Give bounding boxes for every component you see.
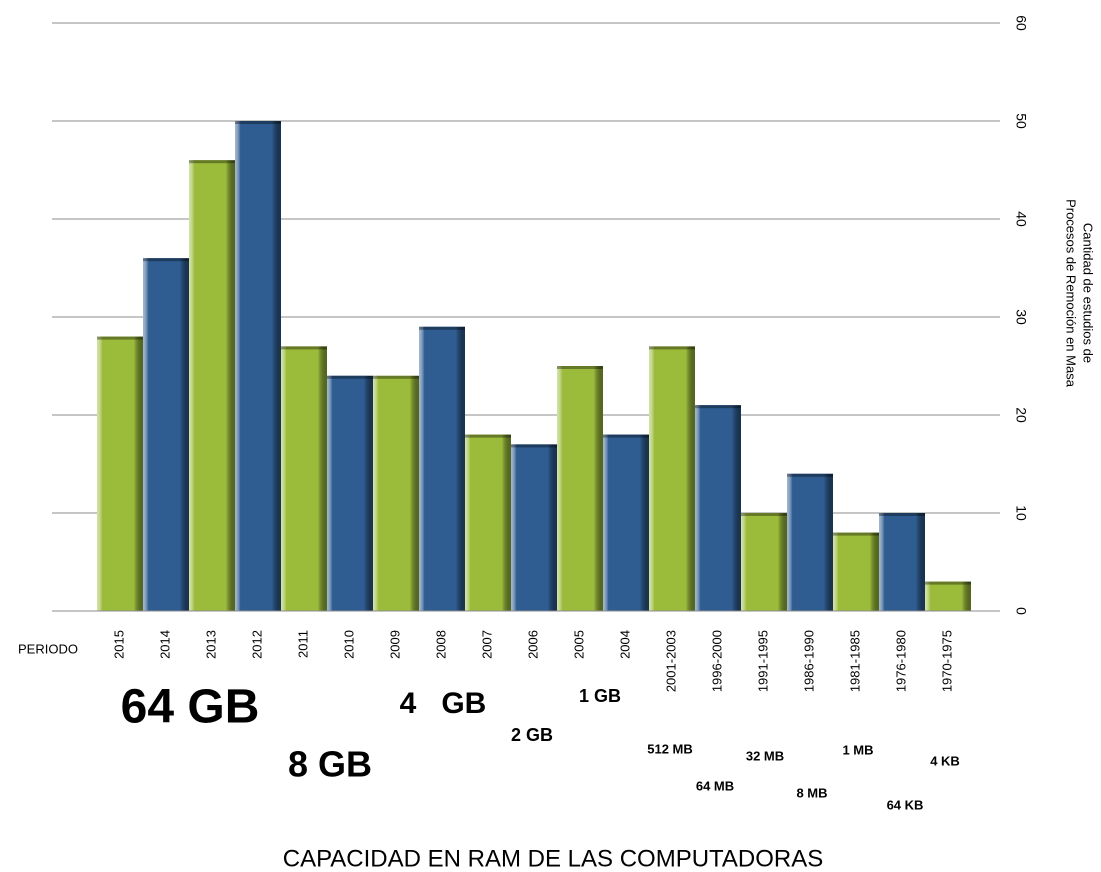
y-tick-label: 10 [1013, 505, 1029, 521]
bar-top [373, 375, 419, 379]
bar-shade [787, 473, 833, 611]
annotation: 1 MB [842, 742, 873, 757]
y-tick-label: 0 [1013, 607, 1029, 615]
annotation: 64 GB [121, 681, 260, 734]
y-tick-label: 30 [1013, 309, 1029, 325]
x-tick-label: 2010 [341, 630, 356, 659]
x-tick-label: 2007 [479, 630, 494, 659]
bar-shade [327, 375, 373, 611]
bar-shade [97, 336, 143, 611]
y-tick-label: 20 [1013, 407, 1029, 423]
x-tick-label: 2009 [387, 630, 402, 659]
bar-shade [741, 513, 787, 611]
x-axis-label: PERIODO [18, 641, 78, 656]
annotation: 2 GB [511, 725, 553, 745]
x-tick-label: 1986-1990 [801, 630, 816, 692]
x-tick-label: 2008 [433, 630, 448, 659]
bar-top [879, 513, 925, 516]
bar-shade [603, 434, 649, 611]
x-tick-label: 2013 [203, 630, 218, 659]
y-axis-label: Procesos de Remoción en Masa [1064, 199, 1079, 388]
annotation: 512 MB [647, 741, 693, 756]
annotation: 4 KB [930, 753, 960, 768]
bar-shade [649, 346, 695, 611]
bar-top [603, 434, 649, 438]
bar-top [327, 375, 373, 379]
x-tick-label: 2004 [617, 630, 632, 659]
x-tick-label: 1981-1985 [847, 630, 862, 692]
x-tick-label: 2005 [571, 630, 586, 659]
annotation: 8 GB [288, 744, 372, 785]
annotation: 64 MB [696, 778, 734, 793]
bar-top [695, 405, 741, 409]
bar-top [189, 160, 235, 164]
bar-shade [373, 375, 419, 611]
bar-top [511, 444, 557, 448]
bar-top [235, 121, 281, 124]
bar-top [465, 434, 511, 438]
x-tick-label: 1970-1975 [939, 630, 954, 692]
bar-shade [465, 434, 511, 611]
x-tick-label: 1996-2000 [709, 630, 724, 692]
bar-shade [879, 513, 925, 611]
bar-shade [557, 366, 603, 611]
annotation: 64 KB [887, 797, 924, 812]
bar-shade [833, 532, 879, 611]
bar-shade [235, 121, 281, 611]
bar-top [925, 581, 971, 585]
bar-top [833, 532, 879, 536]
bar-shade [189, 160, 235, 611]
annotation: 8 MB [796, 785, 827, 800]
bar-shade [925, 581, 971, 611]
x-tick-label: 2006 [525, 630, 540, 659]
bar-top [143, 258, 189, 262]
bar-shade [695, 405, 741, 611]
y-tick-label: 50 [1013, 113, 1029, 129]
bar-top [557, 366, 603, 369]
x-tick-label: 2001-2003 [663, 630, 678, 692]
x-tick-label: 2011 [295, 630, 310, 658]
x-tick-label: 2012 [249, 630, 264, 659]
bar-shade [281, 346, 327, 611]
bar-top [419, 326, 465, 330]
bar-top [281, 346, 327, 350]
bar-top [741, 513, 787, 516]
bar-shade [419, 326, 465, 611]
bar-shade [143, 258, 189, 611]
annotation: 32 MB [746, 748, 784, 763]
x-tick-label: 2014 [157, 630, 172, 659]
annotation: 1 GB [579, 686, 621, 706]
bar-shade [511, 444, 557, 611]
bar-top [97, 336, 143, 340]
bar-top [787, 473, 833, 477]
x-tick-label: 1991-1995 [755, 630, 770, 692]
y-tick-label: 60 [1013, 15, 1029, 31]
y-axis-label: Cantidad de estudios de [1081, 223, 1096, 363]
annotation: 4 GB [400, 687, 487, 720]
y-tick-label: 40 [1013, 211, 1029, 227]
chart-title: CAPACIDAD EN RAM DE LAS COMPUTADORAS [283, 845, 824, 872]
x-tick-label: 2015 [111, 630, 126, 659]
bar-top [649, 346, 695, 350]
x-tick-label: 1976-1980 [893, 630, 908, 692]
